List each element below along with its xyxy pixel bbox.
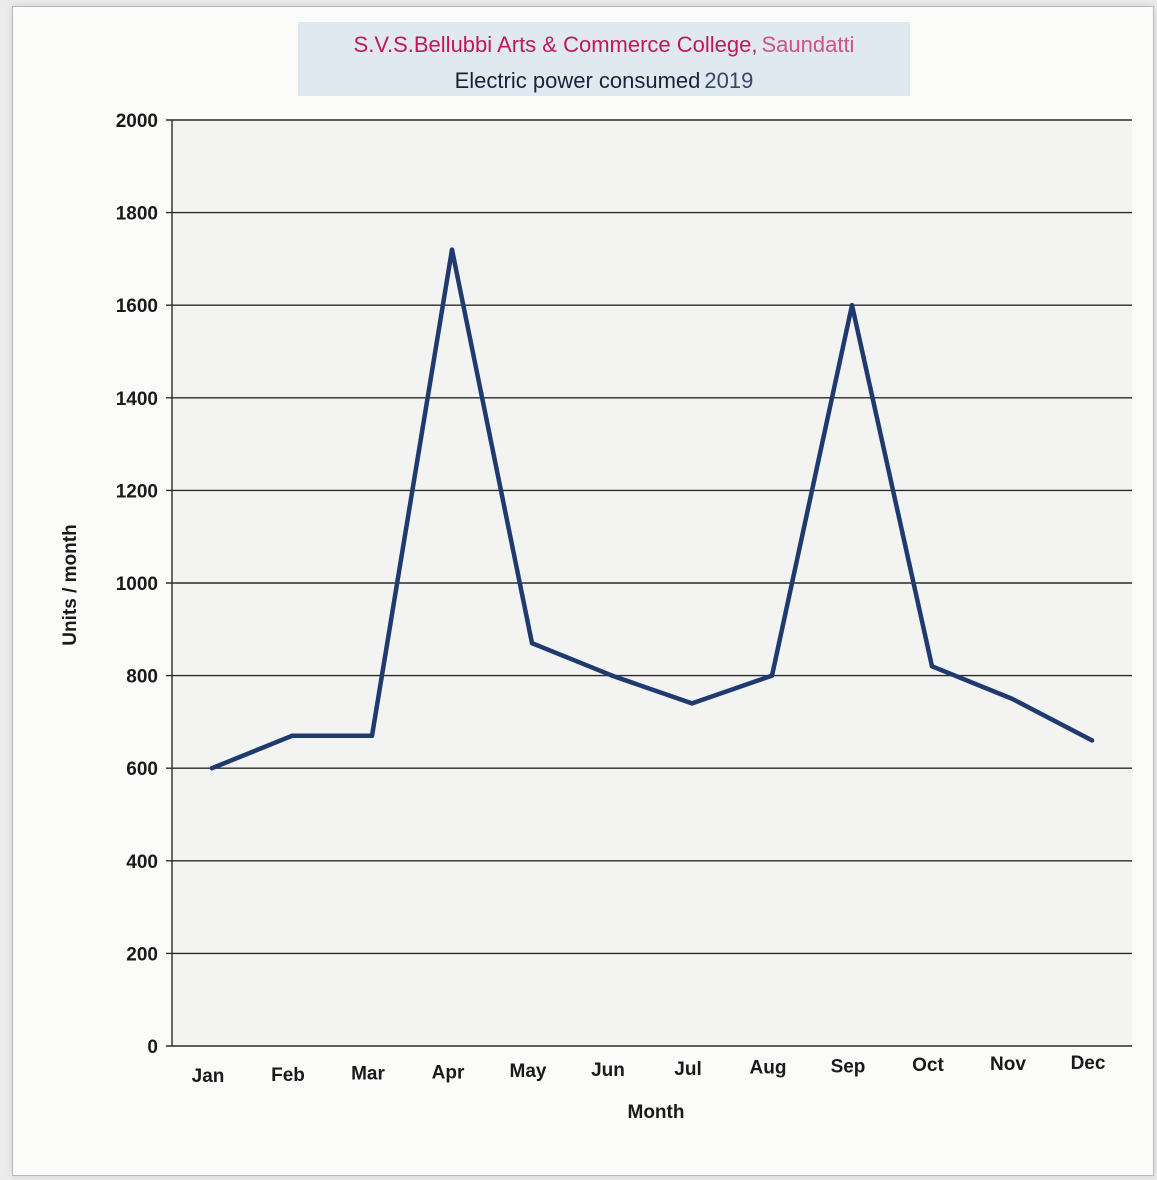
chart-title-line1: S.V.S.Bellubbi Arts & Commerce College, … — [354, 32, 855, 57]
data-point-dec — [1089, 738, 1095, 743]
x-tick-label: Sep — [831, 1056, 866, 1077]
title-background — [298, 22, 910, 96]
data-point-may — [529, 640, 535, 646]
title-college: S.V.S.Bellubbi Arts & Commerce College, — [354, 32, 758, 57]
title-place: Saundatti — [761, 32, 854, 57]
chart-title-block: S.V.S.Bellubbi Arts & Commerce College, … — [298, 22, 910, 96]
title-subject: Electric power consumed — [455, 68, 701, 93]
x-tick-label: Nov — [990, 1054, 1026, 1075]
data-point-apr — [449, 247, 455, 252]
data-point-mar — [369, 733, 375, 738]
x-tick-label: Apr — [432, 1062, 465, 1083]
y-tick-label: 1200 — [116, 481, 158, 502]
x-tick-label: Oct — [912, 1055, 944, 1076]
y-tick-label: 1600 — [116, 296, 158, 317]
x-tick-label: Mar — [351, 1064, 385, 1085]
data-point-jul — [689, 701, 695, 706]
y-tick-label: 200 — [126, 944, 158, 965]
data-point-aug — [769, 673, 775, 678]
x-tick-label: Jul — [674, 1059, 701, 1080]
series — [209, 247, 1095, 771]
title-year: 2019 — [704, 68, 753, 93]
chart-title-line2: Electric power consumed 2019 — [455, 68, 754, 93]
x-tick-label: Aug — [750, 1058, 787, 1079]
x-tick-label: Jan — [192, 1066, 225, 1087]
y-tick-labels: 0 200 400 600 800 1000 1200 1400 1600 1800 2000 — [116, 111, 158, 1058]
series-line — [209, 247, 1095, 771]
data-point-jan — [209, 766, 215, 771]
data-point-jun — [609, 673, 615, 678]
y-tick-label: 1000 — [116, 574, 158, 595]
x-tick-label: Dec — [1071, 1053, 1106, 1074]
y-tick-label: 1400 — [116, 389, 158, 410]
x-tick-label: May — [510, 1061, 547, 1082]
data-point-sep — [849, 303, 855, 308]
data-point-feb — [289, 733, 295, 738]
y-tick-label: 600 — [126, 759, 158, 780]
x-tick-labels: Jan Feb Mar Apr May Jun Jul Aug Sep Oct Nov Dec — [192, 1053, 1106, 1087]
x-axis-title: Month — [628, 1102, 685, 1123]
y-tick-label: 0 — [147, 1037, 158, 1058]
y-tick-label: 400 — [126, 852, 158, 873]
data-point-oct — [929, 664, 935, 669]
gridlines — [166, 119, 1132, 1047]
x-tick-label: Feb — [271, 1065, 305, 1086]
y-tick-label: 1800 — [116, 204, 158, 225]
x-tick-label: Jun — [591, 1060, 625, 1081]
data-point-nov — [1009, 696, 1015, 701]
y-axis-title: Units / month — [60, 524, 81, 645]
y-tick-label: 800 — [126, 667, 158, 688]
y-tick-label: 2000 — [116, 111, 158, 132]
